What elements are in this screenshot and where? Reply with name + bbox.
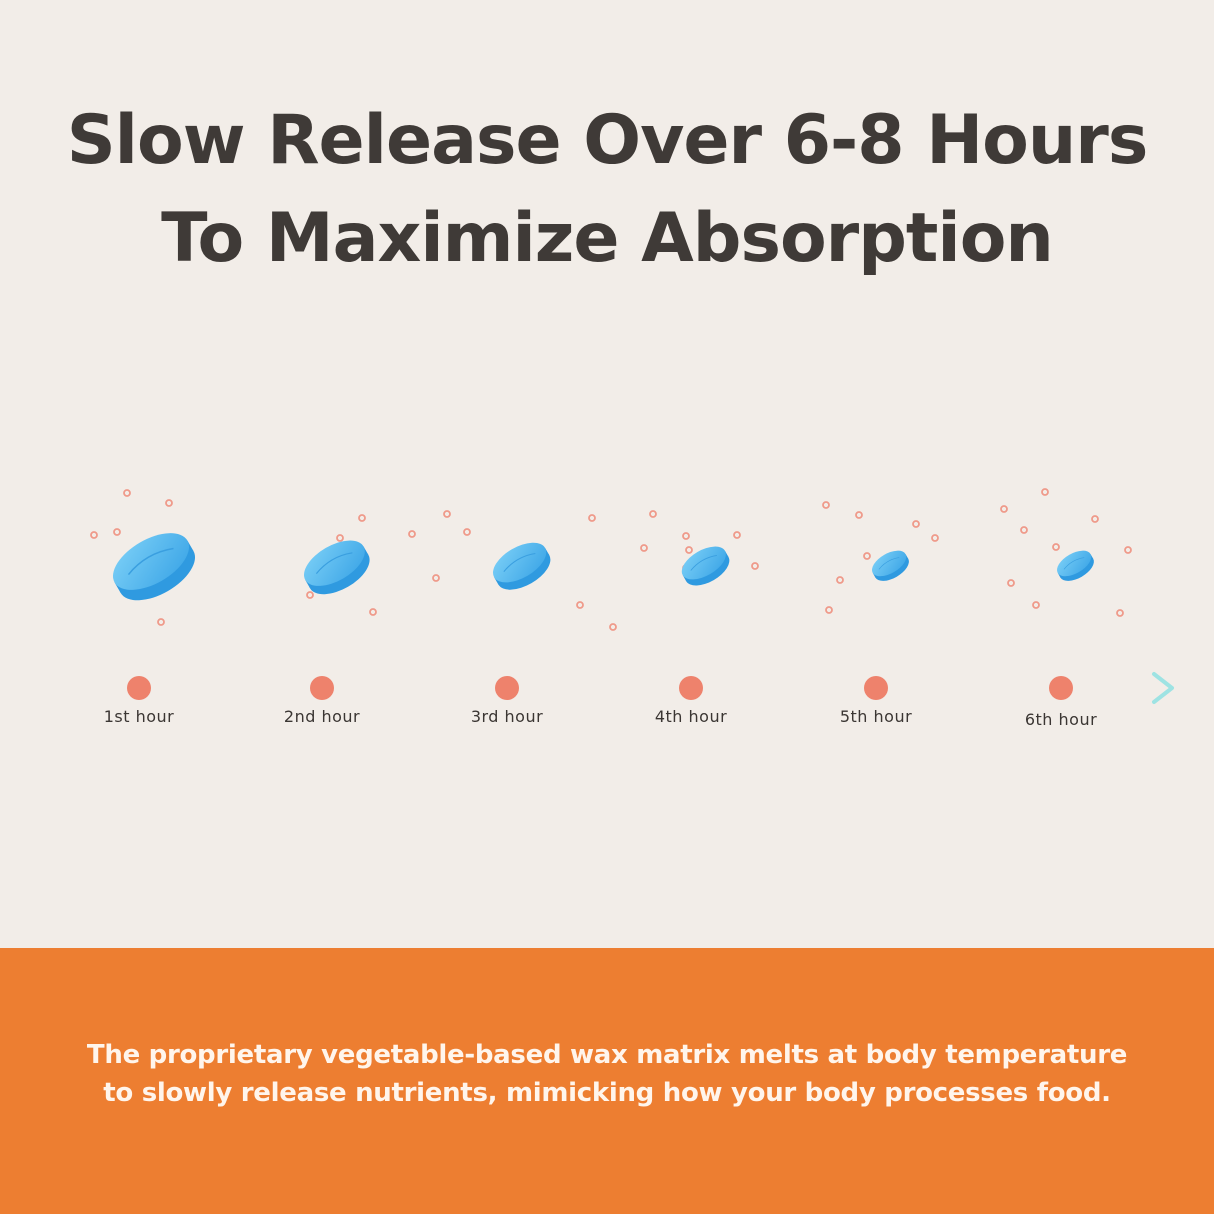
title-line-2: To Maximize Absorption [161, 199, 1054, 278]
particle-icon [682, 532, 690, 540]
particle-icon [649, 510, 657, 518]
timeline-dot [495, 676, 519, 700]
particle-icon [912, 520, 920, 528]
particle-icon [733, 531, 741, 539]
tablet-icon [681, 546, 730, 586]
particle-icon [1091, 515, 1099, 523]
timeline-label: 4th hour [654, 707, 728, 726]
release-timeline [40, 488, 1174, 704]
particle-icon [443, 510, 451, 518]
particle-icon [369, 608, 377, 616]
page-title: Slow Release Over 6-8 Hours To Maximize … [0, 92, 1214, 288]
particle-icon [640, 544, 648, 552]
particle-icon [1020, 526, 1028, 534]
tablet-icon [303, 540, 370, 595]
particle-icon [1007, 579, 1015, 587]
footer-line-2: to slowly release nutrients, mimicking h… [103, 1078, 1111, 1108]
timeline-label: 5th hour [839, 707, 913, 726]
particle-icon [751, 562, 759, 570]
particle-icon [822, 501, 830, 509]
particle-icon [836, 576, 844, 584]
particle-icon [1052, 543, 1060, 551]
particle-icon [463, 528, 471, 536]
particle-icon [90, 531, 98, 539]
particle-icon [408, 530, 416, 538]
particle-icon [855, 511, 863, 519]
tablet-icon [1056, 550, 1094, 581]
particle-icon [588, 514, 596, 522]
particle-icon [576, 601, 584, 609]
particle-icon [863, 552, 871, 560]
footer-description: The proprietary vegetable-based wax matr… [0, 1036, 1214, 1112]
timeline-dot [127, 676, 151, 700]
particle-icon [685, 546, 693, 554]
timeline-dot [1049, 676, 1073, 700]
particle-icon [931, 534, 939, 542]
tablet-icon [493, 542, 551, 590]
particle-icon [123, 489, 131, 497]
particle-icon [1116, 609, 1124, 617]
timeline-dot [864, 676, 888, 700]
arrow-head-icon [1152, 672, 1174, 704]
particle-icon [825, 606, 833, 614]
particle-icon [165, 499, 173, 507]
particle-icon [157, 618, 165, 626]
timeline-label: 6th hour [1024, 710, 1098, 729]
footer-line-1: The proprietary vegetable-based wax matr… [86, 1040, 1128, 1070]
particle-icon [1032, 601, 1040, 609]
particle-icon [1124, 546, 1132, 554]
particle-icon [336, 534, 344, 542]
timeline-dot [679, 676, 703, 700]
title-line-1: Slow Release Over 6-8 Hours [66, 101, 1149, 180]
footer-banner: The proprietary vegetable-based wax matr… [0, 948, 1214, 1214]
particle-icon [306, 591, 314, 599]
particle-icon [1041, 488, 1049, 496]
timeline-label: 2nd hour [283, 707, 361, 726]
timeline-dot [310, 676, 334, 700]
timeline-label: 1st hour [103, 707, 175, 726]
tablet-icon [113, 533, 195, 601]
tablet-icon [871, 550, 909, 581]
particle-icon [1000, 505, 1008, 513]
particle-icon [358, 514, 366, 522]
timeline-label: 3rd hour [470, 707, 544, 726]
particle-icon [113, 528, 121, 536]
particle-icon [432, 574, 440, 582]
particle-icon [609, 623, 617, 631]
